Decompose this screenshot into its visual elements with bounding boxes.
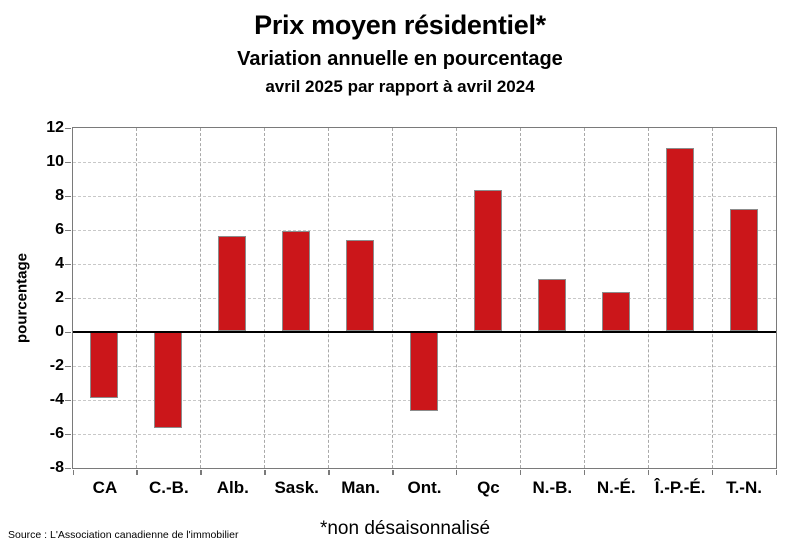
chart-title: Prix moyen résidentiel* <box>254 10 546 40</box>
x-axis-label-N.-B.: N.-B. <box>532 478 573 497</box>
bar-T.-N. <box>729 209 758 332</box>
v-gridline <box>136 127 138 468</box>
h-gridline <box>72 161 776 163</box>
x-tick-mark <box>200 469 202 475</box>
bar-Ont. <box>410 331 438 412</box>
x-axis-label-C.-B.: C.-B. <box>149 478 189 497</box>
v-gridline <box>264 127 266 468</box>
bar-C.-B. <box>154 331 183 429</box>
x-axis-label-Î.-P.-É.: Î.-P.-É. <box>654 478 706 497</box>
y-tick-label: 0 <box>55 323 64 340</box>
x-axis-label-Alb.: Alb. <box>216 478 249 497</box>
footnote: *non désaisonnalisé <box>319 518 491 539</box>
y-tick-mark <box>64 331 71 333</box>
y-tick-label: -2 <box>49 357 64 374</box>
y-tick-mark <box>64 161 71 163</box>
x-axis-label-Man.: Man. <box>341 478 380 497</box>
x-tick-mark <box>392 469 394 475</box>
x-axis-label-Qc: Qc <box>477 478 500 497</box>
bar-Man. <box>346 239 375 332</box>
v-gridline <box>200 127 202 468</box>
y-tick-mark <box>64 433 71 435</box>
x-axis-label-N.-É.: N.-É. <box>596 478 636 497</box>
h-gridline <box>72 195 776 197</box>
y-tick-mark <box>64 399 71 401</box>
v-gridline <box>711 127 713 468</box>
source-note: Source : L'Association canadienne de l'i… <box>8 529 239 541</box>
y-tick-mark <box>64 365 71 367</box>
y-tick-mark <box>64 297 71 299</box>
x-axis-label-Ont.: Ont. <box>407 478 442 497</box>
x-axis-label-CA: CA <box>92 478 118 497</box>
y-tick-label: -6 <box>49 425 64 442</box>
y-axis-tick-labels: 12 10 8 6 4 2 0 -2 -4 -6 -8 <box>0 120 64 476</box>
y-tick-label: 6 <box>55 221 64 238</box>
y-tick-mark <box>64 195 71 197</box>
y-tick-label: 12 <box>46 119 64 136</box>
x-axis-label-Sask.: Sask. <box>274 478 319 497</box>
y-tick-label: 8 <box>55 187 64 204</box>
x-tick-mark <box>647 469 650 475</box>
h-gridline <box>72 433 776 435</box>
bar-Qc <box>473 190 502 332</box>
chart-period: avril 2025 par rapport à avril 2024 <box>265 77 535 96</box>
x-tick-mark <box>775 469 777 475</box>
y-tick-mark <box>64 467 71 469</box>
y-tick-label: 4 <box>55 255 64 272</box>
v-gridline <box>583 127 585 468</box>
x-tick-mark <box>711 469 714 475</box>
x-tick-mark <box>519 469 522 475</box>
zero-baseline <box>72 330 776 333</box>
y-tick-label: 2 <box>55 289 64 306</box>
chart-titles: Prix moyen résidentiel* Variation annuel… <box>0 10 800 97</box>
y-tick-label: -8 <box>49 459 64 476</box>
y-tick-mark <box>64 229 71 231</box>
plot-area <box>64 126 777 475</box>
x-tick-mark <box>583 469 586 475</box>
y-tick-label: -4 <box>49 391 64 408</box>
h-gridline <box>72 263 776 265</box>
v-gridline <box>392 127 394 468</box>
x-axis-labels: CA C.-B. Alb. Sask. Man. Ont. Qc N.-B. N.-É. Î.-P… <box>73 478 776 500</box>
x-tick-mark <box>72 469 74 475</box>
x-tick-mark <box>328 469 330 475</box>
bar-Î.-P.-É. <box>665 147 694 332</box>
x-tick-mark <box>264 469 266 475</box>
x-tick-mark <box>455 469 458 475</box>
chart-subtitle: Variation annuelle en pourcentage <box>237 48 563 70</box>
v-gridline <box>455 127 457 468</box>
v-gridline <box>519 127 521 468</box>
v-gridline <box>328 127 330 468</box>
v-gridline <box>647 127 649 468</box>
x-tick-mark <box>136 469 138 475</box>
h-gridline <box>72 297 776 299</box>
y-tick-mark <box>64 263 71 265</box>
y-tick-label: 10 <box>46 153 64 170</box>
bar-N.-B. <box>537 278 566 332</box>
bar-CA <box>90 331 119 398</box>
y-tick-mark <box>64 127 71 129</box>
bar-Alb. <box>218 236 247 332</box>
h-gridline <box>72 229 776 231</box>
bar-N.-É. <box>601 292 630 332</box>
bar-Sask. <box>282 231 311 332</box>
x-axis-label-T.-N.: T.-N. <box>726 478 762 497</box>
